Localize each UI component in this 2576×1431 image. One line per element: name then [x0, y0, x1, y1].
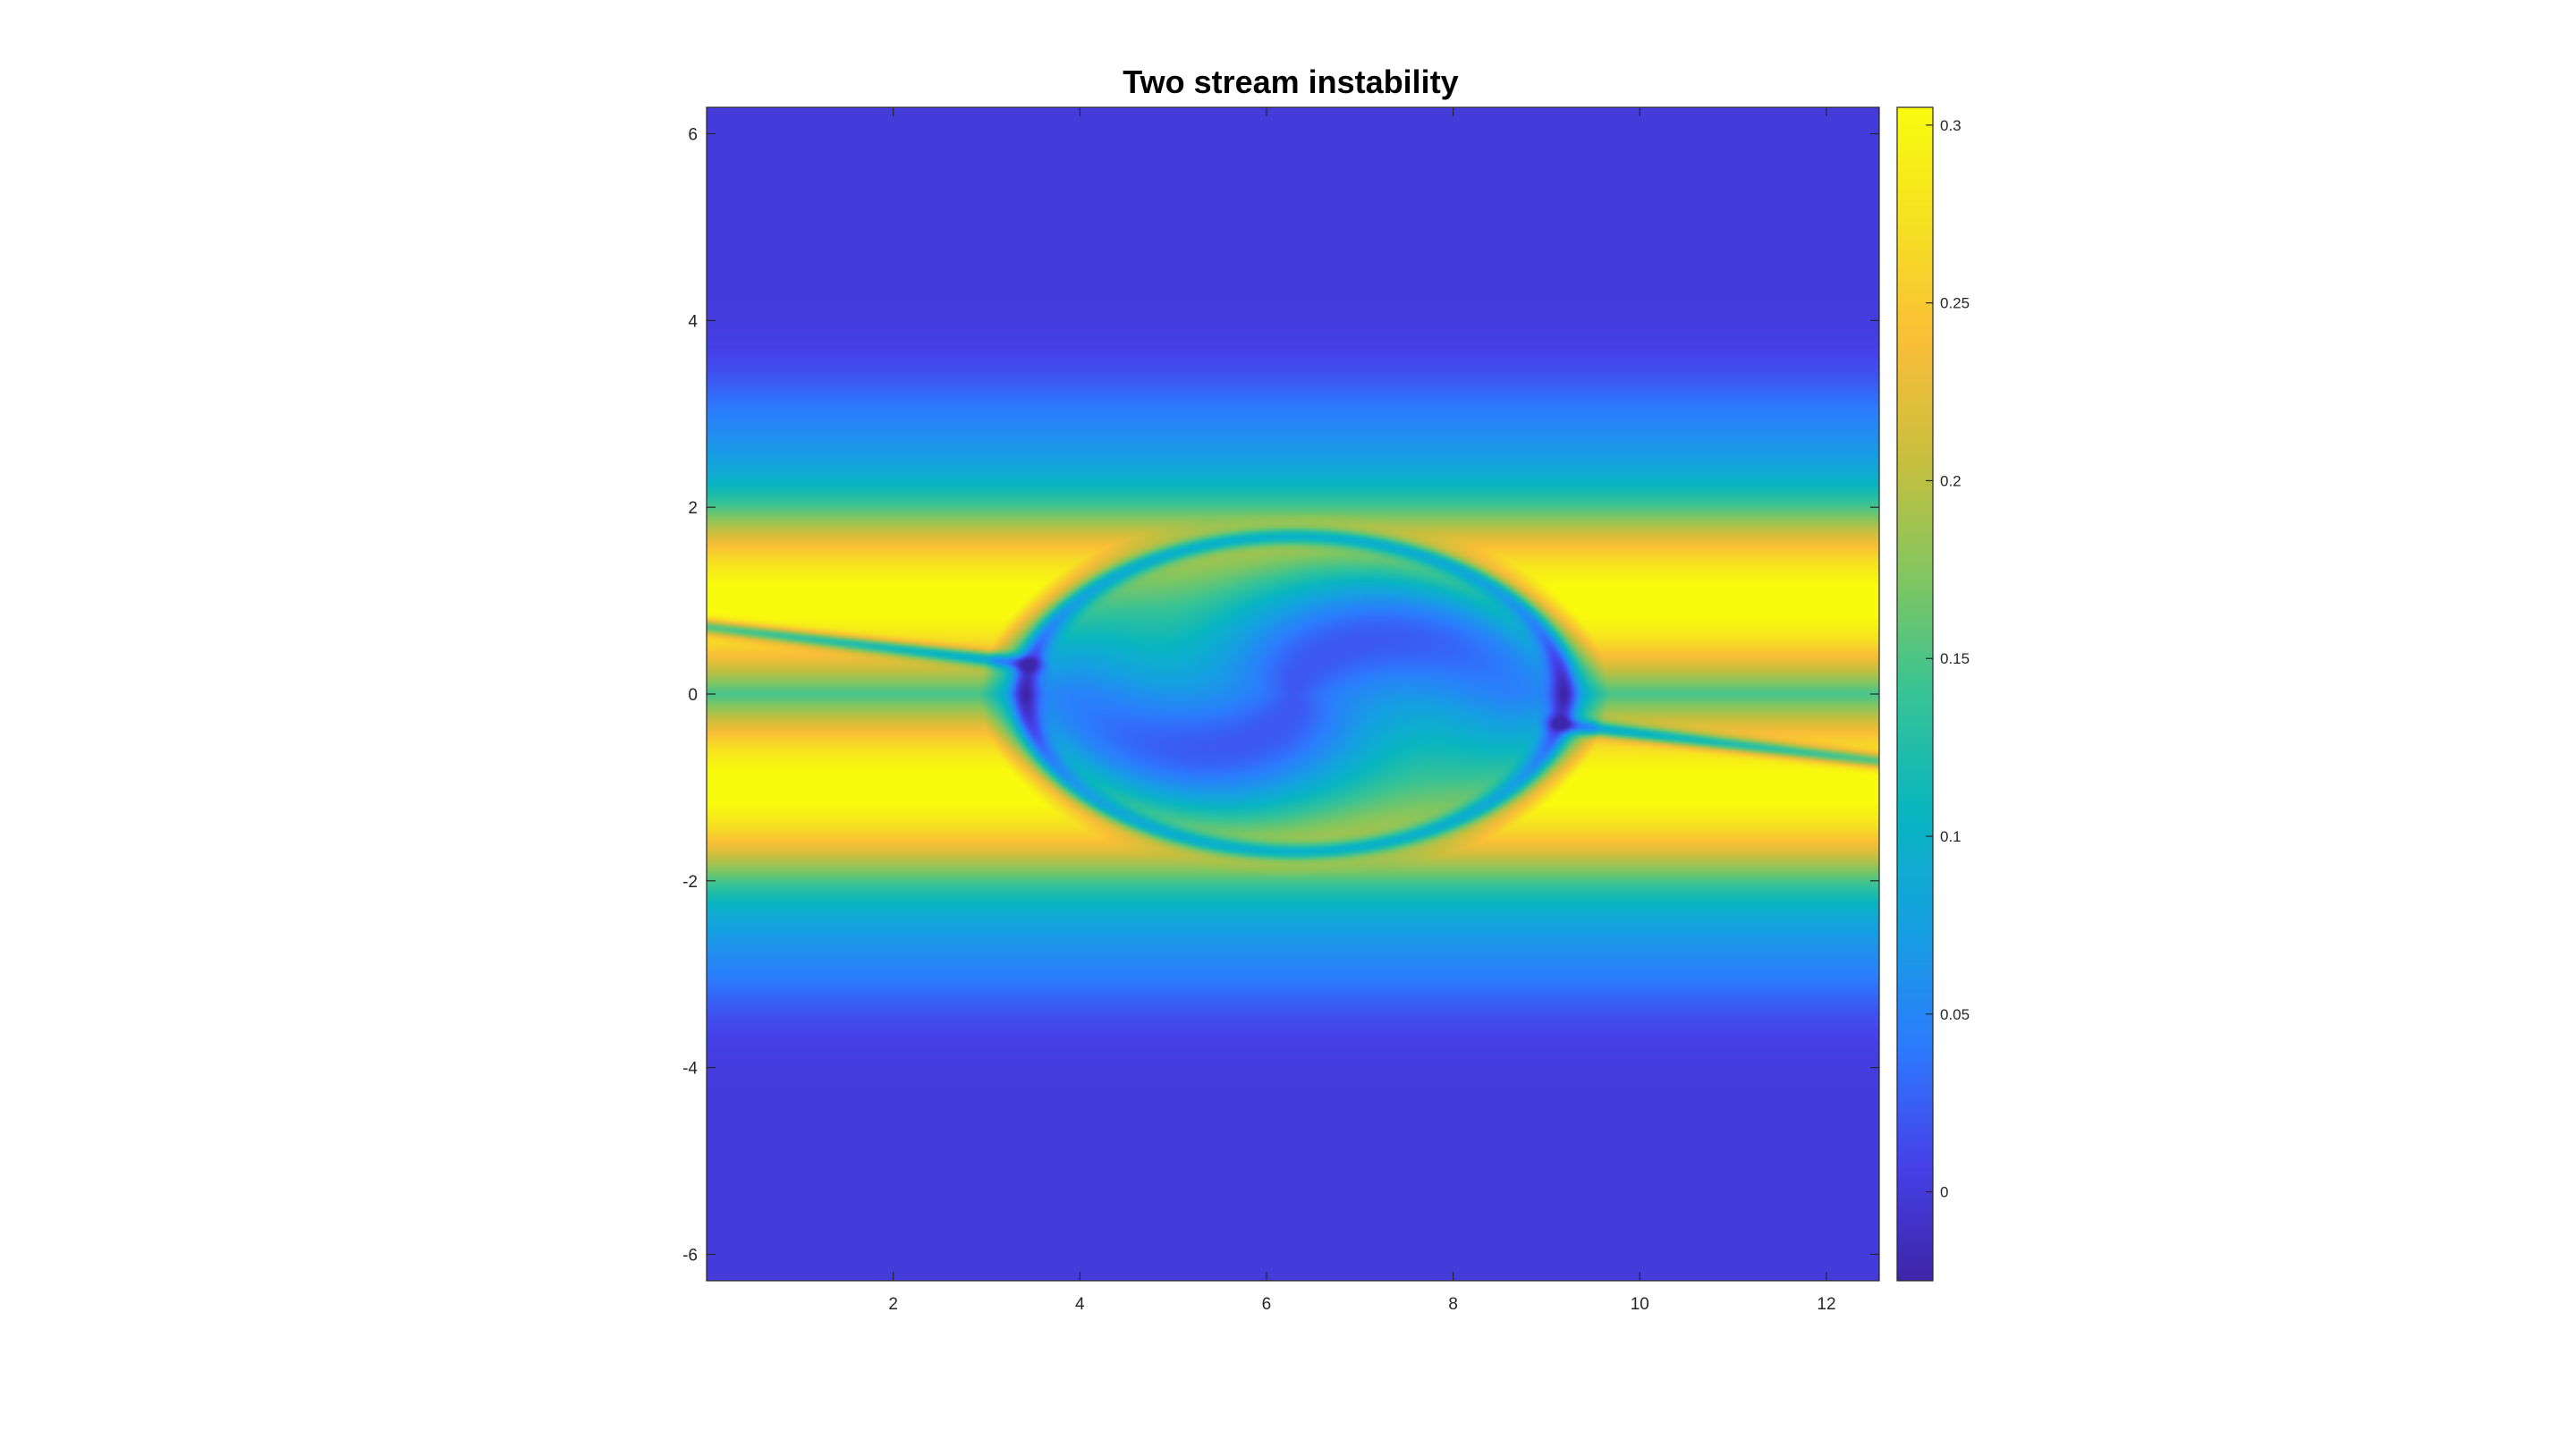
colorbar-tick-label: 0.1 — [1940, 828, 1962, 845]
colorbar-tick-label: 0 — [1940, 1184, 1948, 1201]
y-axis: -6 -4 -2 0 2 4 6 — [682, 126, 1879, 1265]
x-tick-label: 6 — [1262, 1295, 1272, 1314]
y-tick-label: 6 — [688, 126, 698, 145]
colorbar-tick-label: 0.15 — [1940, 650, 1970, 667]
y-tick-label: 2 — [688, 499, 698, 518]
x-tick-label: 4 — [1075, 1295, 1085, 1314]
y-tick-label: 4 — [688, 312, 698, 331]
x-tick-label: 8 — [1448, 1295, 1458, 1314]
x-axis: 2 4 6 8 10 12 — [888, 107, 1836, 1314]
colorbar — [1897, 107, 1933, 1281]
chart-title: Two stream instability — [1123, 64, 1458, 100]
colorbar-tick-label: 0.25 — [1940, 295, 1970, 312]
y-tick-label: -6 — [682, 1246, 698, 1265]
x-tick-label: 2 — [888, 1295, 898, 1314]
colorbar-frame — [1896, 106, 1934, 1282]
y-tick-label: -4 — [682, 1060, 698, 1079]
colorbar-tick-label: 0.2 — [1940, 472, 1962, 489]
colorbar-tick-label: 0.3 — [1940, 117, 1962, 134]
colorbar-tick-label: 0.05 — [1940, 1006, 1970, 1023]
y-tick-label: 0 — [688, 686, 698, 705]
colorbar-ticks: 0 0.05 0.1 0.15 0.2 0.25 0.3 — [1926, 117, 1970, 1201]
x-tick-label: 12 — [1817, 1295, 1835, 1314]
y-tick-label: -2 — [682, 873, 698, 892]
x-tick-label: 10 — [1631, 1295, 1649, 1314]
heatmap-area — [707, 107, 1879, 1281]
